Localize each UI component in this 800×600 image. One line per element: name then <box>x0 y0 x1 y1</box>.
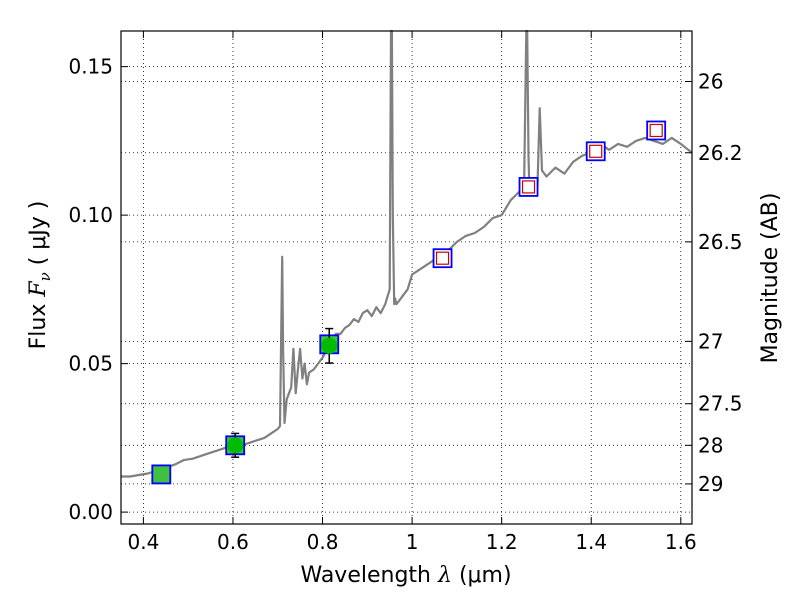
detection-point <box>321 337 338 354</box>
filter-box <box>432 248 453 269</box>
y2-tick-label: 26.2 <box>698 141 743 165</box>
grid-lines <box>121 31 692 524</box>
y2-tick-label: 27 <box>698 329 723 353</box>
spectrum-line <box>121 29 693 478</box>
x-tick-label: 1 <box>406 530 419 554</box>
y2-axis-ticks: 26 26.2 26.5 27 27.5 28 29 <box>685 69 743 496</box>
x-axis-ticks: 0.4 0.6 0.8 1 1.2 1.4 1.6 <box>127 31 697 554</box>
filter-inner-box <box>435 251 450 265</box>
spectrum-layer <box>121 29 693 478</box>
y2-tick-label: 26 <box>698 69 723 93</box>
y-axis-label: Flux Fν ( μJy ) <box>26 201 54 350</box>
y2-tick-label: 29 <box>698 472 723 496</box>
x-tick-label: 1.2 <box>486 530 518 554</box>
x-tick-label: 1.4 <box>575 530 607 554</box>
filter-inner-box <box>649 123 663 138</box>
y-axis-ticks: 0.00 0.05 0.10 0.15 <box>68 55 128 524</box>
detection-point <box>227 437 244 454</box>
filter-inner-box <box>589 144 603 158</box>
filter-box <box>151 464 172 485</box>
y-tick-label: 0.00 <box>68 500 113 524</box>
y2-tick-label: 27.5 <box>698 392 743 416</box>
detection-points <box>227 327 338 458</box>
filter-box <box>646 120 667 141</box>
filter-inner-box <box>521 180 536 194</box>
x-tick-label: 0.4 <box>127 530 159 554</box>
y2-axis-label: Magnitude (AB) <box>758 193 783 364</box>
filter-box <box>518 177 539 197</box>
y2-tick-label: 26.5 <box>698 230 743 254</box>
x-tick-label: 0.8 <box>307 530 339 554</box>
plot-frame <box>120 30 693 525</box>
x-tick-label: 1.6 <box>665 530 697 554</box>
y-tick-label: 0.05 <box>68 352 113 376</box>
x-tick-label: 0.6 <box>217 530 249 554</box>
filter-box <box>585 141 606 162</box>
y-tick-label: 0.10 <box>68 203 113 227</box>
y2-tick-label: 28 <box>698 433 723 457</box>
x-axis-label: Wavelength λ (μm) <box>300 563 511 588</box>
y-tick-label: 0.15 <box>68 55 113 79</box>
filter-markers <box>151 120 667 485</box>
